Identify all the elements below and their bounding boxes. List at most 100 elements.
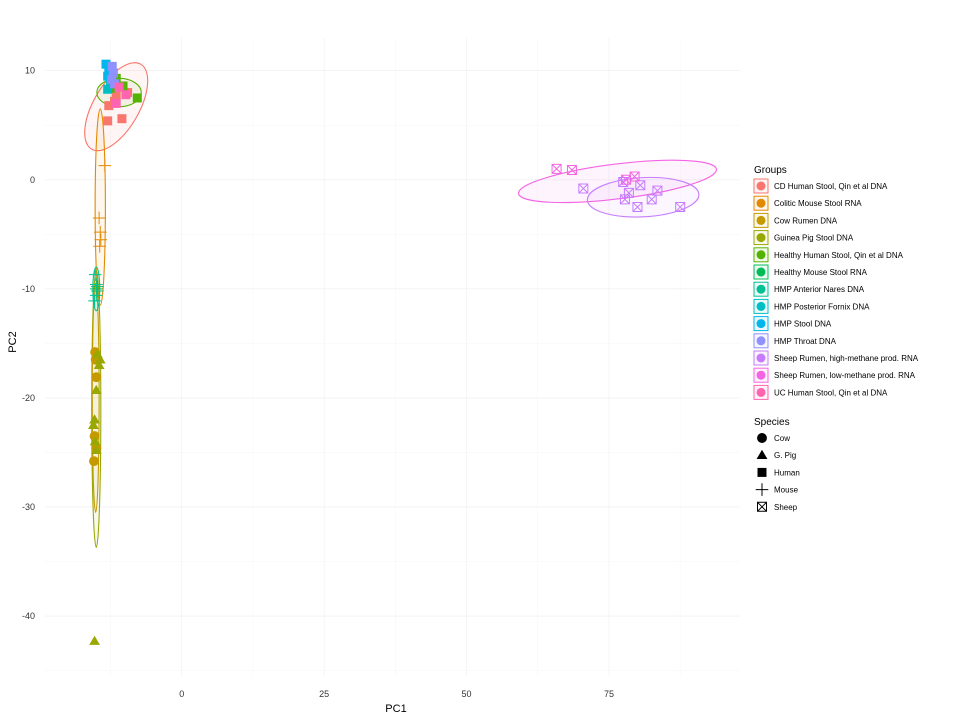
data-point — [652, 185, 663, 196]
data-point — [94, 354, 106, 364]
data-points — [88, 59, 686, 645]
legend-key-point — [756, 250, 766, 260]
data-point — [111, 98, 121, 108]
data-point — [98, 159, 112, 172]
ellipse — [586, 176, 700, 218]
data-point — [89, 289, 103, 302]
y-axis-ticks: 10 0 -10 -20 -30 -40 — [22, 66, 35, 621]
data-point — [121, 90, 131, 100]
legend-label: HMP Posterior Fornix DNA — [774, 302, 870, 311]
data-point — [132, 93, 142, 103]
data-point — [89, 431, 100, 442]
data-point — [89, 278, 103, 291]
legend-label: Sheep Rumen, high-methane prod. RNA — [774, 354, 919, 363]
legend-label: HMP Stool DNA — [774, 320, 832, 329]
data-point — [89, 436, 101, 446]
x-tick-label: 50 — [462, 689, 472, 699]
x-tick-label: 25 — [319, 689, 329, 699]
y-tick-label: -20 — [22, 393, 35, 403]
x-axis-ticks: 0 25 50 75 — [179, 689, 614, 699]
confidence-ellipses — [84, 62, 718, 548]
legend-key-point — [756, 353, 766, 363]
data-point — [629, 171, 640, 182]
legend-label: Cow — [774, 434, 790, 443]
legend-key-shape — [756, 449, 768, 459]
y-tick-label: -10 — [22, 284, 35, 294]
data-point — [110, 79, 119, 89]
legend-key-point — [756, 387, 766, 397]
legend-key-point — [756, 319, 766, 329]
data-point — [114, 82, 124, 92]
data-point — [89, 414, 100, 424]
data-point — [104, 101, 114, 111]
legend-key-point — [756, 336, 766, 346]
ellipse — [94, 108, 106, 306]
legend-label: UC Human Stool, Qin et al DNA — [774, 388, 888, 397]
legend-key-point — [756, 301, 766, 311]
legend-key-point — [756, 370, 766, 380]
data-point — [108, 68, 118, 78]
legend-label: G. Pig — [774, 451, 796, 460]
data-point — [88, 294, 101, 308]
legend-label: HMP Anterior Nares DNA — [774, 285, 865, 294]
data-point — [551, 163, 562, 174]
data-point — [101, 59, 111, 69]
legend-label: Healthy Human Stool, Qin et al DNA — [774, 251, 904, 260]
legend-label: Colitic Mouse Stool RNA — [774, 199, 862, 208]
legend-label: Sheep Rumen, low-methane prod. RNA — [774, 371, 916, 380]
data-point — [103, 84, 113, 94]
data-point — [94, 233, 108, 247]
data-point — [93, 359, 105, 369]
legend-label: Guinea Pig Stool DNA — [774, 234, 854, 243]
data-point — [111, 73, 121, 83]
legend-key-shape — [757, 433, 767, 443]
data-point — [103, 116, 113, 126]
data-point — [90, 444, 102, 455]
y-axis-label: PC2 — [7, 331, 19, 352]
legend-key-shape — [755, 483, 769, 496]
data-point — [621, 174, 632, 185]
legend-label: Healthy Mouse Stool RNA — [774, 268, 868, 277]
y-tick-label: -40 — [22, 611, 35, 621]
legend-title-species: Species — [754, 417, 790, 428]
y-tick-label: 10 — [25, 66, 35, 76]
data-point — [92, 211, 106, 225]
legend-label: Human — [774, 468, 800, 477]
legend-label: Mouse — [774, 486, 799, 495]
x-tick-label: 75 — [604, 689, 614, 699]
data-point — [578, 183, 589, 194]
legend-key-point — [756, 284, 766, 294]
data-point — [90, 384, 102, 395]
data-point — [91, 372, 102, 383]
legend-key-point — [756, 267, 766, 277]
legend-title-groups: Groups — [754, 165, 787, 176]
data-point — [675, 202, 686, 213]
data-point — [566, 164, 577, 175]
legend-key-point — [756, 233, 766, 243]
y-tick-label: -30 — [22, 502, 35, 512]
legend-key-shape — [757, 467, 767, 477]
data-point — [632, 202, 643, 213]
x-axis-label: PC1 — [385, 703, 406, 715]
data-point — [111, 90, 121, 100]
legend-key-point — [756, 181, 766, 191]
y-tick-label: 0 — [30, 175, 35, 185]
data-point — [117, 114, 127, 124]
data-point — [623, 187, 634, 198]
legend-label: Cow Rumen DNA — [774, 216, 838, 225]
data-point — [89, 456, 99, 467]
legend-label: CD Human Stool, Qin et al DNA — [774, 182, 888, 191]
x-tick-label: 0 — [179, 689, 184, 699]
data-point — [89, 635, 100, 645]
data-point — [88, 419, 99, 429]
data-point — [88, 268, 102, 281]
ellipse — [91, 282, 100, 513]
legend-label: HMP Throat DNA — [774, 337, 837, 346]
legend-key-shape — [757, 501, 767, 512]
legend: Groups CD Human Stool, Qin et al DNA Colit… — [753, 165, 919, 512]
data-point — [107, 61, 117, 71]
grid-lines — [45, 38, 740, 676]
data-point — [619, 194, 630, 205]
legend-key-point — [756, 215, 766, 225]
